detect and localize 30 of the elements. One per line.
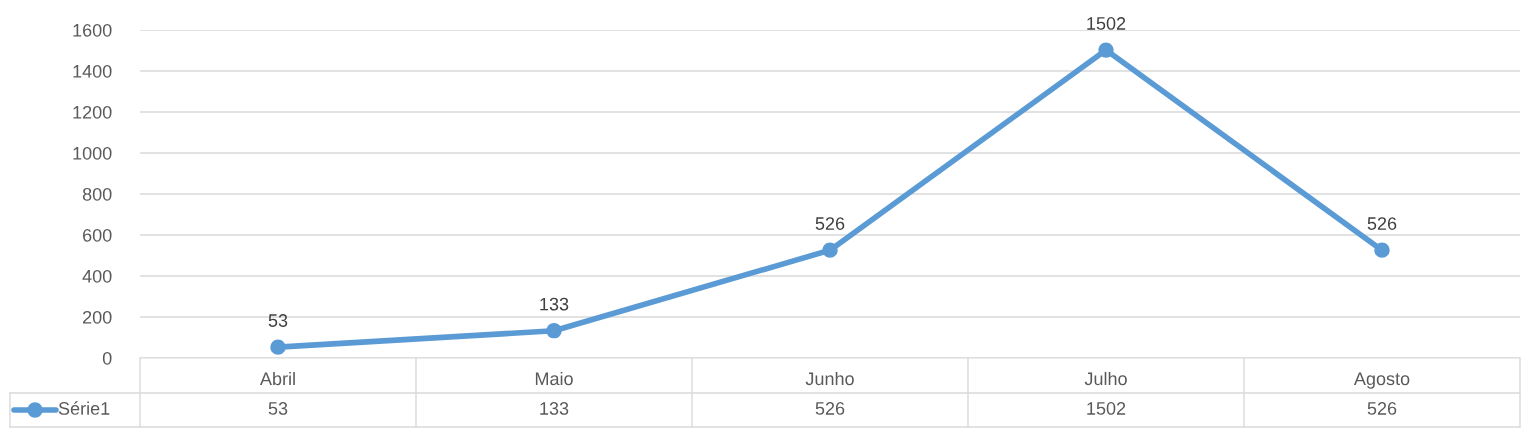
y-tick-label: 1600	[73, 23, 112, 37]
data-label: 133	[540, 297, 569, 311]
data-label: 1502	[1087, 17, 1126, 30]
x-tick-label: Junho	[805, 371, 854, 386]
text: 526	[815, 402, 845, 415]
y-tick-label: 1400	[73, 64, 112, 78]
x-tick-label: Abril	[259, 371, 295, 386]
data-label: 526	[815, 217, 845, 230]
x-tick-label: Maio	[535, 371, 573, 386]
text: 1502	[1087, 402, 1126, 415]
point	[546, 323, 562, 339]
data-label: 526	[1367, 217, 1397, 230]
y-tick-label: 1200	[73, 105, 112, 119]
y-tick-label: 600	[83, 228, 112, 242]
x-tick-label: Julho	[1084, 371, 1127, 386]
text: 526	[1367, 402, 1397, 415]
point	[1098, 42, 1114, 58]
y-tick-label: 400	[82, 269, 112, 283]
text: 53	[268, 402, 288, 415]
point	[1374, 242, 1390, 258]
legend-label: Série1	[58, 401, 110, 415]
y-tick-label: 1000	[73, 146, 112, 160]
point	[822, 242, 838, 258]
data-label: 53	[268, 314, 288, 327]
text: 133	[540, 402, 569, 415]
point	[270, 339, 286, 355]
y-tick-label: 200	[83, 310, 112, 324]
y-tick-label: 800	[82, 187, 112, 201]
x-tick-label: Agosto	[1353, 372, 1410, 389]
y-tick-label: 0	[102, 351, 112, 365]
